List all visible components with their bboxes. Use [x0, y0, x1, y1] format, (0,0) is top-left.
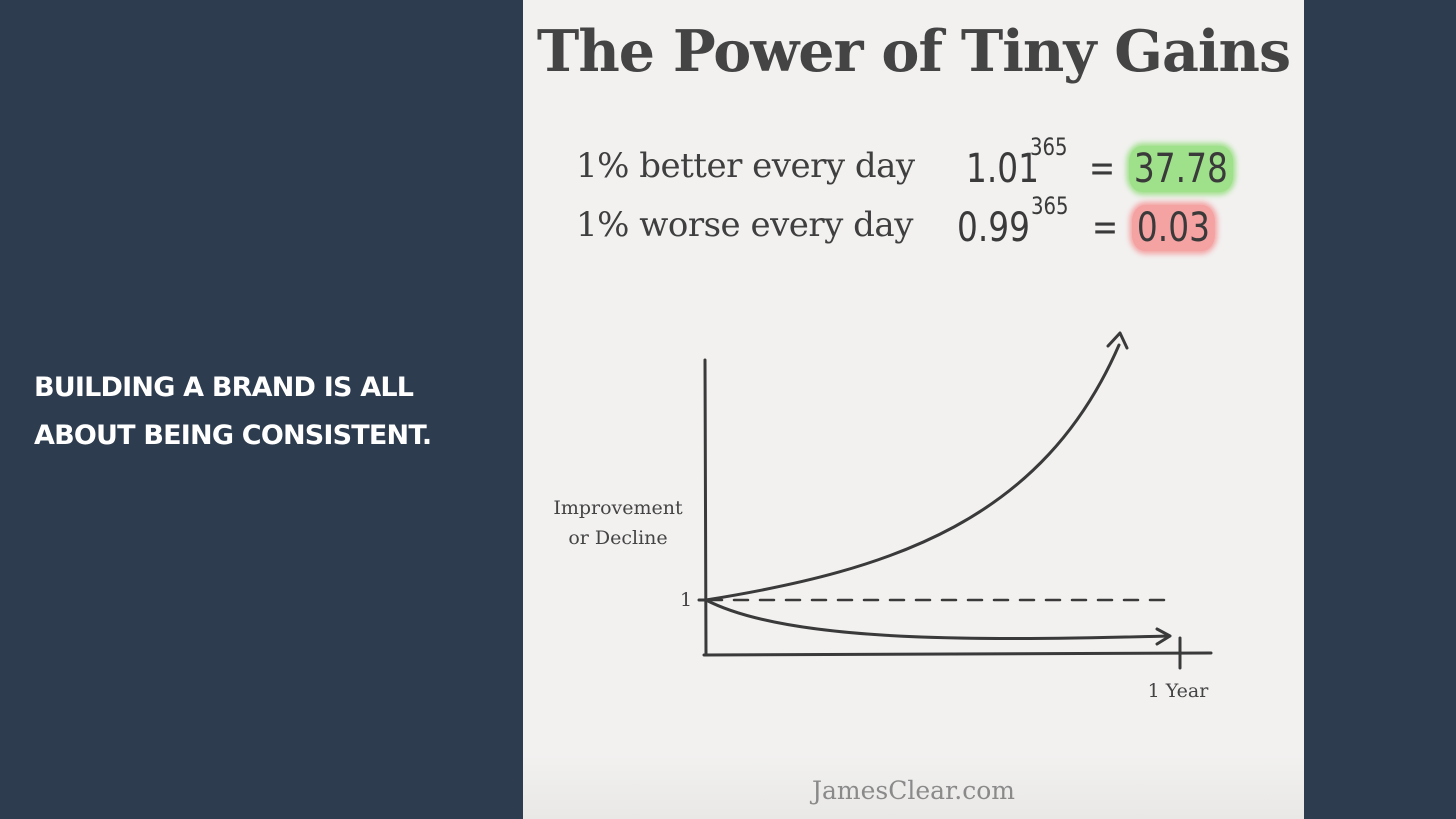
better-exponent: 365 [1030, 133, 1068, 161]
left-caption: BUILDING A BRAND IS ALL ABOUT BEING CONS… [34, 364, 494, 460]
y-axis-label-line-1: Improvement [553, 497, 683, 519]
better-label: 1% better every day [576, 146, 915, 186]
worse-exponent: 365 [1031, 192, 1069, 220]
x-tick-label: 1 Year [1147, 680, 1209, 702]
worse-base: 0.99 [957, 205, 1031, 251]
worse-result: 0.03 [1132, 205, 1215, 251]
better-equals: = [1089, 146, 1116, 190]
worse-equals: = [1092, 205, 1119, 249]
worse-label: 1% worse every day [576, 205, 913, 245]
decline-curve [704, 598, 1171, 641]
caption-line-2: ABOUT BEING CONSISTENT. [34, 420, 432, 451]
x-axis [702, 651, 1213, 657]
decline-arrowhead [1155, 627, 1172, 646]
slide-title: The Power of Tiny Gains [536, 18, 1291, 85]
growth-curve [704, 343, 1121, 602]
y-axis [703, 358, 708, 657]
slide-image: The Power of Tiny Gains 1% better every … [523, 0, 1304, 819]
growth-arrowhead [1106, 331, 1129, 350]
footer-watermark: JamesClear.com [812, 776, 1015, 805]
y-tick-label: 1 [679, 589, 693, 611]
better-base: 1.01 [966, 146, 1040, 192]
better-result: 37.78 [1129, 146, 1233, 192]
growth-graph [697, 331, 1213, 670]
caption-line-1: BUILDING A BRAND IS ALL [34, 372, 414, 403]
y-axis-label-line-2: or Decline [568, 527, 668, 549]
